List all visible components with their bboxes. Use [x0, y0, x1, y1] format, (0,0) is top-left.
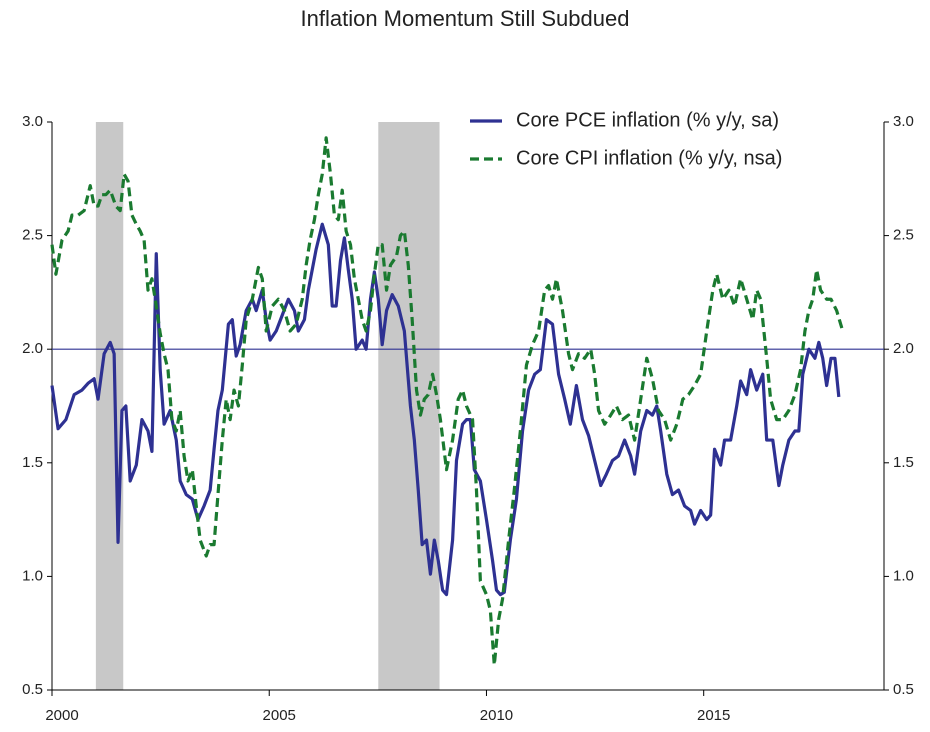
y-tick-label: 2.0	[22, 340, 43, 357]
y-tick-label: 1.0	[22, 567, 43, 584]
y2-tick-label: 3.0	[893, 113, 914, 130]
y-tick-label: 0.5	[22, 681, 43, 698]
y2-tick-label: 1.0	[893, 567, 914, 584]
y2-tick-label: 2.5	[893, 227, 914, 244]
x-tick-label: 2005	[263, 707, 296, 724]
series-line	[50, 222, 841, 597]
chart-title: Inflation Momentum Still Subdued	[301, 6, 630, 31]
series-line	[50, 136, 845, 667]
y2-tick-label: 2.0	[893, 340, 914, 357]
legend-label: Core CPI inflation (% y/y, nsa)	[516, 147, 782, 169]
y-tick-label: 1.5	[22, 454, 43, 471]
y2-tick-label: 1.5	[893, 454, 914, 471]
y-tick-label: 3.0	[22, 113, 43, 130]
y2-tick-label: 0.5	[893, 681, 914, 698]
legend-label: Core PCE inflation (% y/y, sa)	[516, 109, 779, 131]
x-tick-label: 2015	[697, 707, 730, 724]
recession-shade	[95, 122, 124, 690]
y-tick-label: 2.5	[22, 227, 43, 244]
x-tick-label: 2010	[480, 707, 513, 724]
x-tick-label: 2000	[45, 707, 78, 724]
